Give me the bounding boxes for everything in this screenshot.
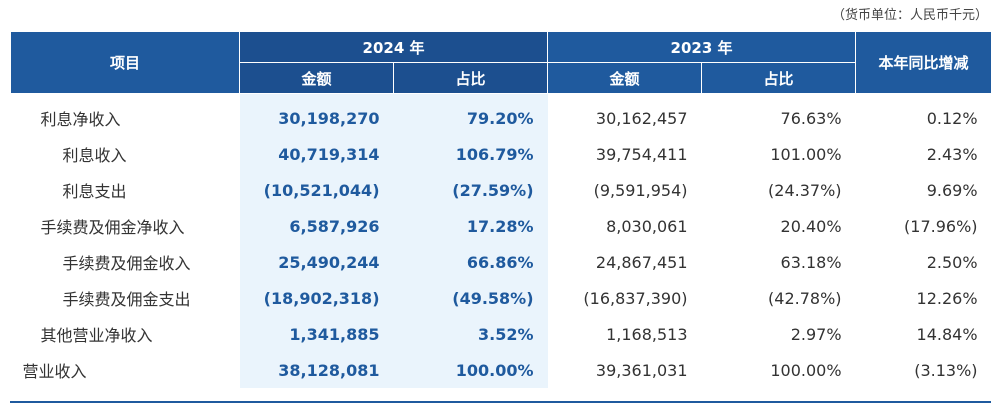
row-label: 其他营业净收入 (40, 326, 153, 345)
row-label: 利息净收入 (40, 110, 121, 129)
table-body: 利息净收入 30,198,270 79.20% 30,162,457 76.63… (11, 93, 992, 388)
table-bottom-rule (10, 401, 991, 403)
share-2024: (49.58%) (393, 280, 548, 316)
amount-2023: (16,837,390) (583, 288, 688, 308)
yoy-change: 2.43% (926, 144, 978, 164)
amount-2023: 39,754,411 (595, 144, 688, 164)
header-amount-2023: 金额 (547, 62, 703, 94)
header-year-2023: 2023 年 (547, 31, 857, 63)
yoy-change: 14.84% (916, 324, 978, 344)
yoy-change: (3.13%) (914, 360, 978, 380)
yoy-change: 2.50% (926, 252, 978, 272)
share-2024: 17.28% (393, 208, 548, 244)
table-row: 手续费及佣金支出 (18,902,318) (49.58%) (16,837,3… (11, 280, 992, 316)
amount-2024: 6,587,926 (239, 208, 394, 244)
table-row: 利息净收入 30,198,270 79.20% 30,162,457 76.63… (11, 93, 992, 136)
table-header: 项目 2024 年 2023 年 本年同比增减 金额 占比 金额 占比 (10, 31, 993, 94)
row-label: 营业收入 (22, 362, 87, 381)
table-row: 手续费及佣金收入 25,490,244 66.86% 24,867,451 63… (11, 244, 992, 280)
share-2023: 100.00% (770, 360, 842, 380)
amount-2023: 30,162,457 (595, 108, 688, 128)
share-2023: 101.00% (770, 144, 842, 164)
table-row: 利息支出 (10,521,044) (27.59%) (9,591,954) (… (11, 172, 992, 208)
yoy-change: 12.26% (916, 288, 978, 308)
amount-2023: 1,168,513 (606, 324, 688, 344)
share-2023: 2.97% (790, 324, 842, 344)
amount-2023: 8,030,061 (606, 216, 688, 236)
share-2024: 106.79% (393, 136, 548, 172)
share-2023: (42.78%) (768, 288, 842, 308)
amount-2023: (9,591,954) (593, 180, 688, 200)
header-amount-2024: 金额 (239, 62, 394, 94)
amount-2024: 38,128,081 (239, 352, 394, 388)
amount-2023: 24,867,451 (595, 252, 688, 272)
row-label: 手续费及佣金净收入 (40, 218, 185, 237)
amount-2024: (18,902,318) (239, 280, 394, 316)
amount-2024: 1,341,885 (239, 316, 394, 352)
row-label: 利息支出 (62, 182, 127, 201)
table-row: 利息收入 40,719,314 106.79% 39,754,411 101.0… (11, 136, 992, 172)
share-2024: 79.20% (393, 93, 548, 136)
share-2024: (27.59%) (393, 172, 548, 208)
header-year-2024: 2024 年 (238, 31, 549, 63)
table-row: 其他营业净收入 1,341,885 3.52% 1,168,513 2.97% … (11, 316, 992, 352)
share-2023: 63.18% (780, 252, 842, 272)
table-row: 营业收入 38,128,081 100.00% 39,361,031 100.0… (11, 352, 992, 388)
share-2024: 66.86% (393, 244, 548, 280)
share-2023: 76.63% (780, 108, 842, 128)
share-2024: 100.00% (393, 352, 548, 388)
header-yoy-change: 本年同比增减 (855, 31, 993, 94)
amount-2024: (10,521,044) (239, 172, 394, 208)
amount-2024: 30,198,270 (239, 93, 394, 136)
yoy-change: (17.96%) (904, 216, 978, 236)
yoy-change: 9.69% (926, 180, 978, 200)
header-share-2024: 占比 (392, 62, 549, 94)
financial-table: 项目 2024 年 2023 年 本年同比增减 金额 占比 金额 占比 利息净收… (10, 31, 993, 388)
row-label: 手续费及佣金收入 (62, 254, 191, 273)
header-item: 项目 (10, 31, 240, 94)
yoy-change: 0.12% (926, 108, 978, 128)
row-label: 利息收入 (62, 146, 127, 165)
amount-2024: 40,719,314 (239, 136, 394, 172)
table-row: 手续费及佣金净收入 6,587,926 17.28% 8,030,061 20.… (11, 208, 992, 244)
header-share-2023: 占比 (701, 62, 857, 94)
share-2024: 3.52% (393, 316, 548, 352)
amount-2023: 39,361,031 (595, 360, 688, 380)
row-label: 手续费及佣金支出 (62, 290, 191, 309)
currency-unit-note: （货币单位：人民币千元） (831, 8, 988, 23)
share-2023: (24.37%) (768, 180, 842, 200)
amount-2024: 25,490,244 (239, 244, 394, 280)
share-2023: 20.40% (780, 216, 842, 236)
